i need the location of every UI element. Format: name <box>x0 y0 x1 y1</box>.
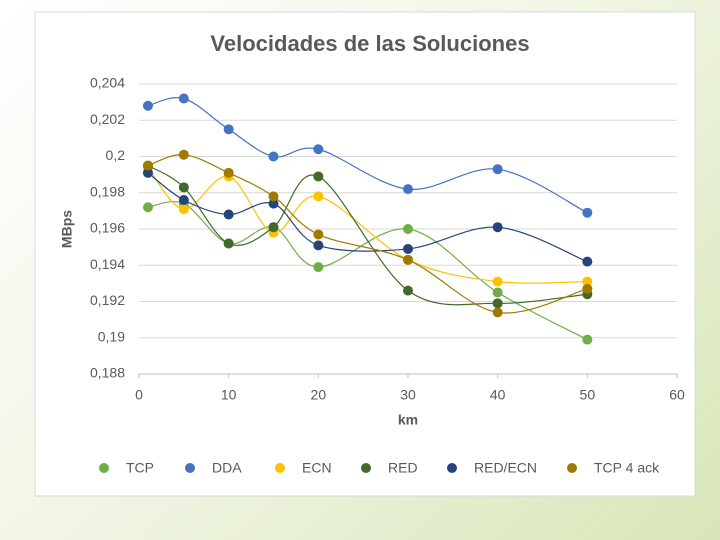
data-point <box>142 160 153 171</box>
data-point <box>268 191 279 202</box>
data-point <box>268 222 279 233</box>
x-axis-title: km <box>398 412 418 428</box>
x-tick-label: 0 <box>135 387 143 403</box>
x-tick-label: 10 <box>221 387 237 403</box>
legend-marker <box>185 463 195 473</box>
series-line <box>147 165 588 306</box>
data-point <box>223 167 234 178</box>
data-point <box>403 254 413 265</box>
legend-marker <box>567 463 577 473</box>
legend-label: TCP <box>126 460 154 476</box>
data-point <box>313 144 324 155</box>
data-point <box>582 276 593 287</box>
legend-marker <box>275 463 285 473</box>
legend-label: TCP 4 ack <box>594 460 660 476</box>
data-point <box>403 243 413 254</box>
x-tick-label: 50 <box>580 387 596 403</box>
data-point <box>313 262 324 273</box>
data-point <box>492 287 503 298</box>
data-point <box>142 100 153 111</box>
data-point <box>313 229 324 240</box>
data-point <box>492 298 503 309</box>
legend-label: RED/ECN <box>474 460 537 476</box>
legend-label: DDA <box>212 460 242 476</box>
y-axis-title: MBps <box>59 210 75 248</box>
data-point <box>223 124 234 135</box>
y-tick-label: 0,204 <box>90 75 125 91</box>
data-point <box>313 171 324 182</box>
x-tick-label: 20 <box>311 387 327 403</box>
data-point <box>582 283 593 294</box>
y-tick-label: 0,2 <box>106 147 126 163</box>
data-point <box>492 164 503 175</box>
data-point <box>268 151 279 162</box>
y-tick-label: 0,194 <box>90 256 125 272</box>
x-tick-label: 60 <box>669 387 685 403</box>
data-point <box>223 238 234 249</box>
data-point <box>403 184 413 195</box>
data-point <box>268 198 279 209</box>
y-tick-label: 0,202 <box>90 111 125 127</box>
data-point <box>178 182 189 193</box>
data-point <box>178 204 189 215</box>
data-point <box>178 195 189 205</box>
data-point <box>582 334 593 345</box>
x-tick-label: 40 <box>490 387 506 403</box>
data-point <box>178 149 189 160</box>
data-point <box>403 224 413 234</box>
chart-title: Velocidades de las Soluciones <box>210 31 529 56</box>
data-point <box>223 209 234 220</box>
data-point <box>313 240 324 251</box>
y-tick-label: 0,196 <box>90 220 125 236</box>
series-line <box>147 166 588 284</box>
data-point <box>492 276 503 287</box>
legend-label: RED <box>388 460 418 476</box>
y-tick-label: 0,198 <box>90 183 125 199</box>
data-point <box>313 191 324 202</box>
data-point <box>492 222 503 233</box>
data-point <box>142 167 153 178</box>
data-point <box>178 93 189 104</box>
data-point <box>403 285 413 296</box>
data-point <box>492 307 503 318</box>
legend-marker <box>99 463 109 473</box>
y-tick-label: 0,19 <box>98 328 125 344</box>
x-tick-label: 30 <box>400 387 416 403</box>
chart-area <box>34 11 696 497</box>
legend-marker <box>447 463 457 473</box>
legend-marker <box>361 463 371 473</box>
data-point <box>582 207 593 218</box>
data-point <box>582 256 593 267</box>
y-tick-label: 0,188 <box>90 365 125 381</box>
legend-label: ECN <box>302 460 332 476</box>
data-point <box>142 202 153 213</box>
y-tick-label: 0,192 <box>90 292 125 308</box>
